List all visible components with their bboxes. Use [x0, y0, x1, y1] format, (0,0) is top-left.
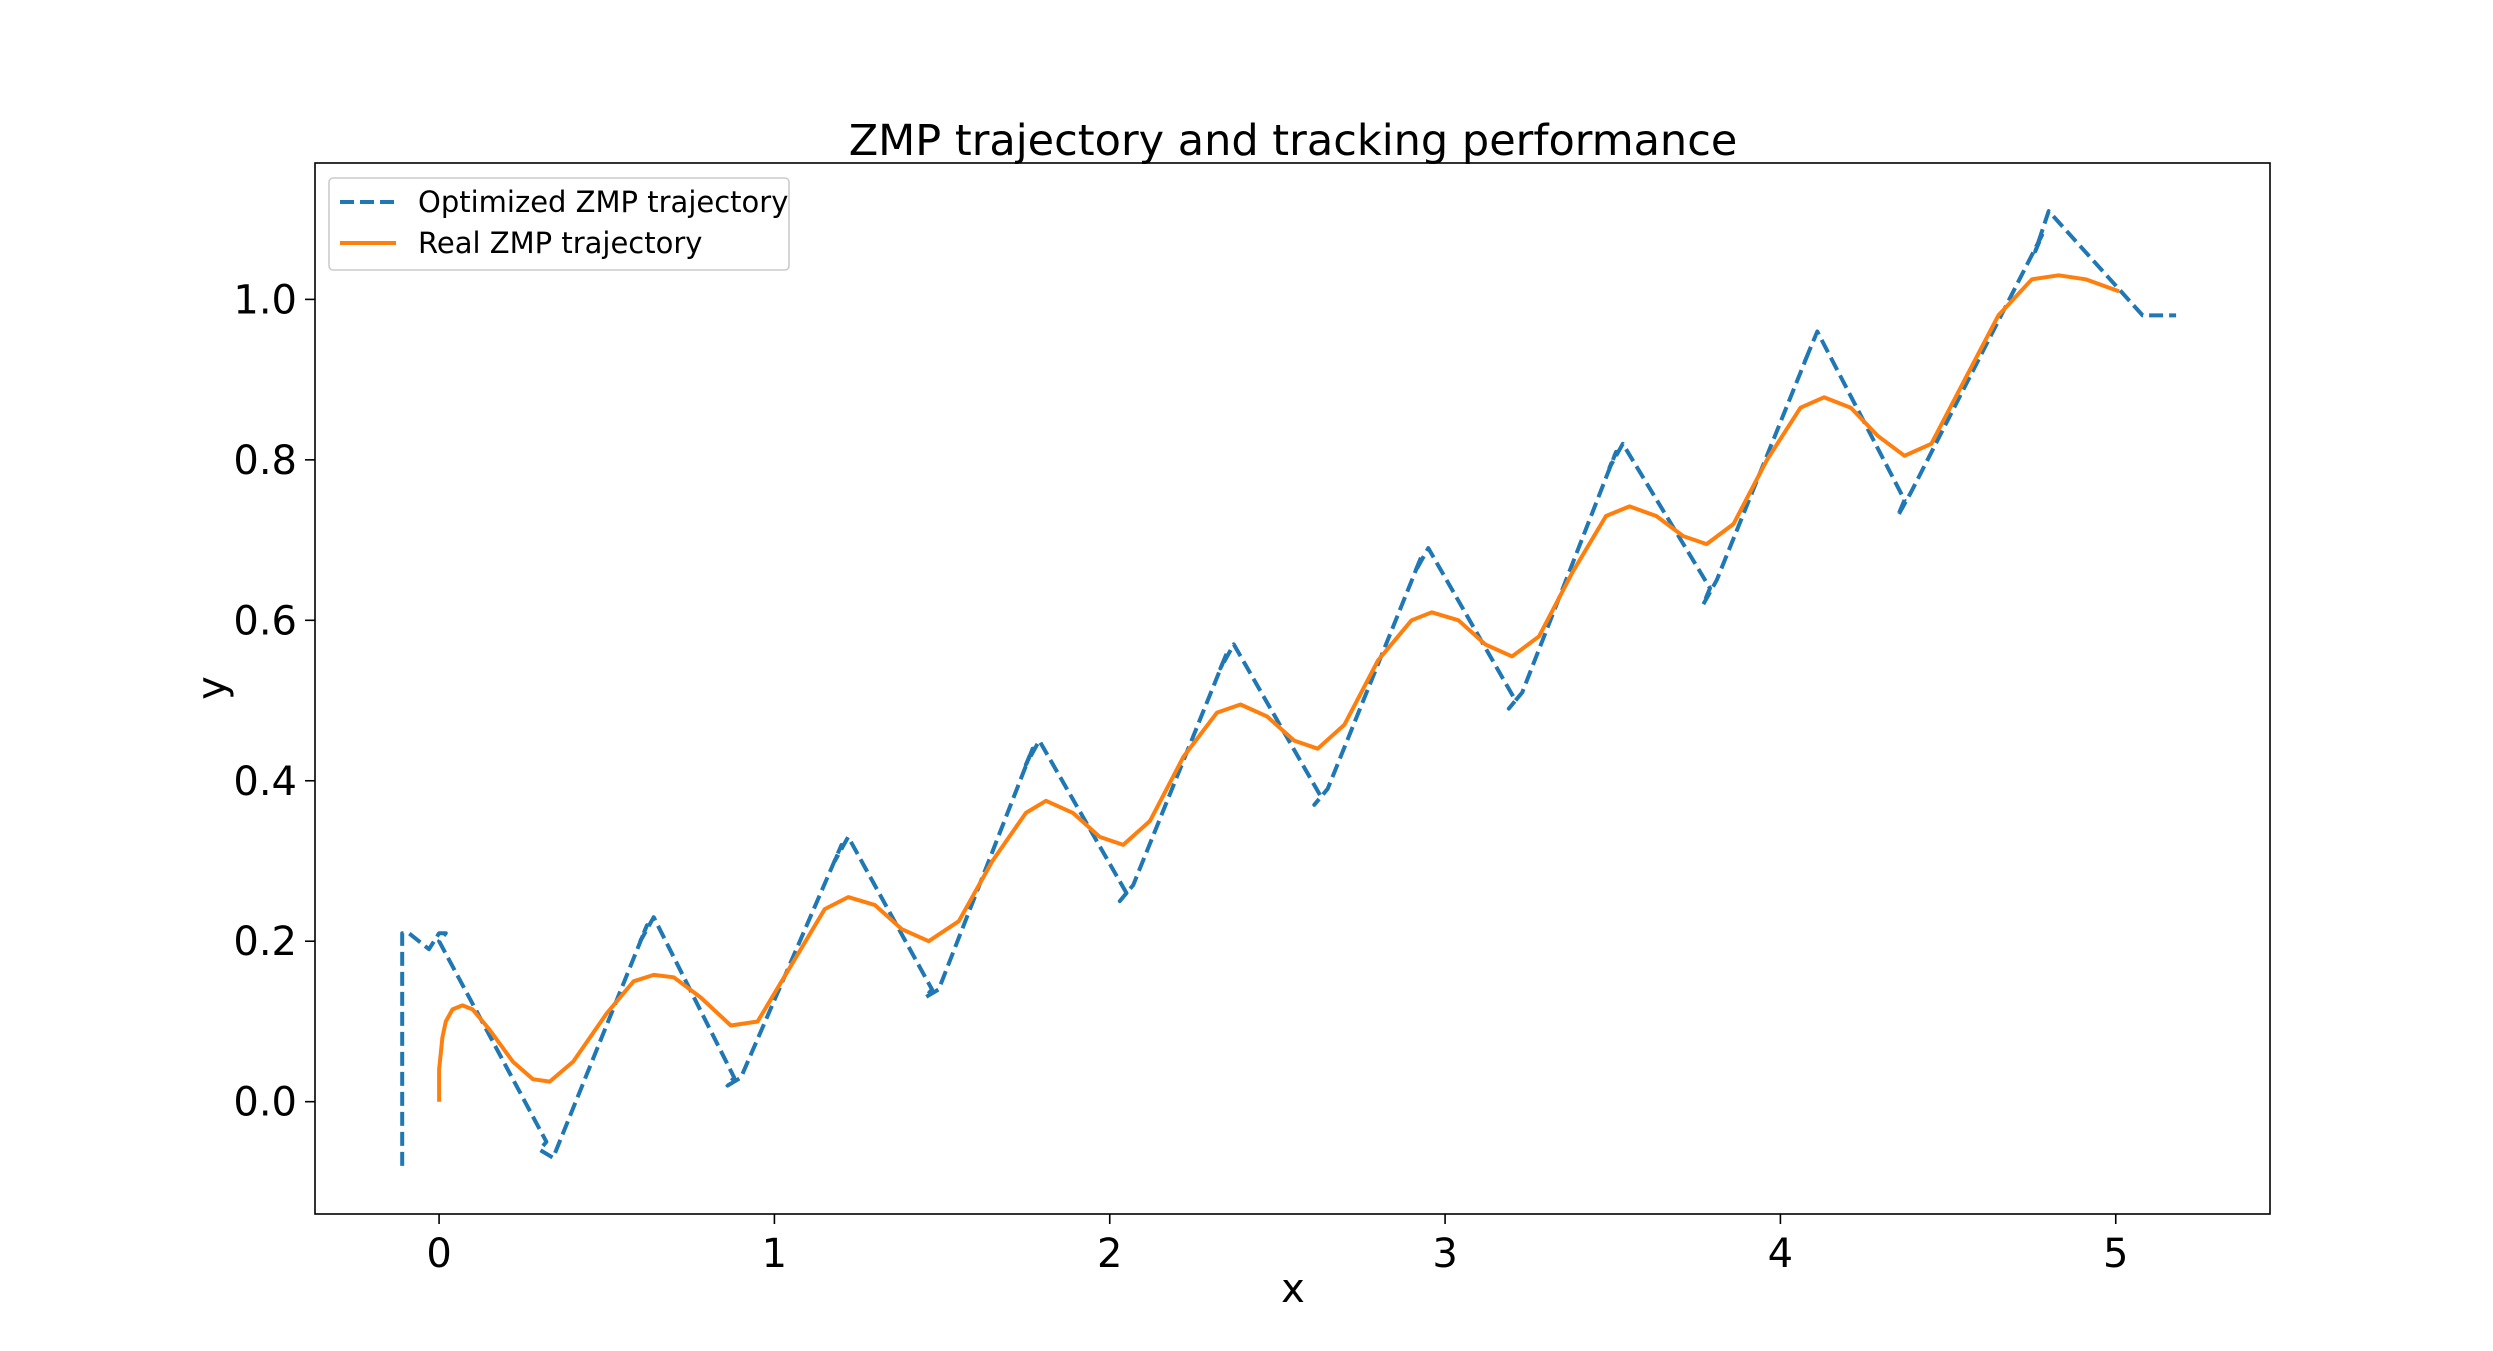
x-tick-label: 2	[1097, 1231, 1122, 1277]
y-tick-label: 0.6	[233, 598, 297, 644]
legend-label-optimized: Optimized ZMP trajectory	[418, 185, 788, 219]
y-tick-label: 0.8	[233, 438, 297, 484]
x-tick-label: 3	[1432, 1231, 1457, 1277]
y-tick-label: 0.0	[233, 1080, 297, 1126]
chart-title: ZMP trajectory and tracking performance	[849, 116, 1738, 166]
legend-box	[328, 177, 790, 271]
optimized-zmp-line	[400, 209, 2177, 1166]
x-tick-label: 5	[2103, 1231, 2128, 1277]
real-zmp-line	[437, 273, 2120, 1102]
series-layer	[400, 209, 2177, 1166]
legend: Optimized ZMP trajectory Real ZMP trajec…	[328, 177, 790, 271]
x-tick-label: 1	[762, 1231, 787, 1277]
x-tick-label: 4	[1768, 1231, 1793, 1277]
plot-area	[314, 162, 2271, 1215]
legend-label-real: Real ZMP trajectory	[418, 226, 702, 260]
y-tick-label: 0.2	[233, 919, 297, 965]
x-tick-label: 0	[426, 1231, 451, 1277]
y-axis-label: y	[189, 676, 235, 700]
x-axis-label: x	[1281, 1266, 1305, 1312]
x-axis: 0 1 2 3 4 5	[426, 1214, 2128, 1277]
y-tick-label: 1.0	[233, 277, 297, 323]
y-tick-label: 0.4	[233, 759, 297, 805]
y-axis: 0.0 0.2 0.4 0.6 0.8 1.0	[233, 277, 315, 1126]
